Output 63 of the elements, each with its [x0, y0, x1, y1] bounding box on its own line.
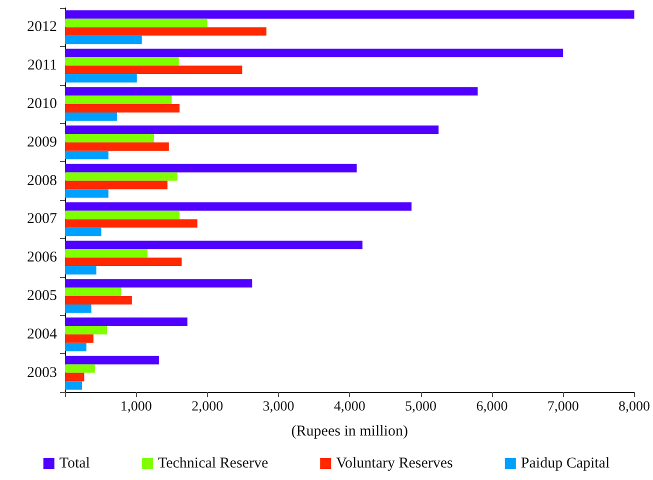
legend-label: Paidup Capital	[520, 456, 610, 472]
y-tick-label: 2008	[27, 172, 57, 189]
y-tick-label: 2012	[27, 19, 57, 36]
x-tick-label: 1,000	[120, 400, 152, 414]
bar	[65, 112, 117, 121]
bar	[65, 381, 82, 390]
bar	[65, 228, 102, 236]
bar	[65, 18, 208, 28]
bar	[65, 189, 108, 198]
x-tick-label: 3,000	[262, 400, 294, 414]
bar	[65, 74, 137, 82]
y-tick-label: 2005	[27, 288, 57, 304]
bar	[65, 364, 95, 373]
x-tick-label: 6,000	[476, 400, 508, 414]
legend-label: Technical Reserve	[158, 456, 268, 472]
bar	[65, 87, 478, 96]
bar	[65, 304, 92, 313]
y-tick-label: 2006	[27, 250, 58, 266]
bar	[65, 266, 96, 274]
bar	[65, 258, 182, 266]
bar	[65, 202, 412, 211]
x-axis-title: (Rupees in million)	[291, 424, 408, 440]
bar	[65, 104, 180, 112]
x-tick-label: 8,000	[618, 400, 650, 414]
bar	[65, 296, 132, 304]
bar	[65, 288, 122, 296]
x-tick-label: 7,000	[547, 400, 579, 414]
bar	[65, 249, 148, 258]
bar	[65, 48, 564, 58]
bar	[65, 279, 252, 288]
bar	[65, 180, 168, 190]
x-tick-label: 5,000	[405, 400, 437, 414]
bar	[65, 27, 266, 36]
bar	[65, 142, 169, 151]
y-tick-label: 2010	[27, 96, 57, 112]
bar	[65, 172, 178, 181]
bar	[65, 10, 634, 19]
bar	[65, 372, 84, 382]
bar	[65, 318, 188, 326]
bar	[65, 240, 362, 250]
bar	[65, 150, 108, 160]
legend-label: Voluntary Reserves	[336, 456, 454, 472]
y-tick-label: 2009	[27, 134, 57, 150]
bar	[65, 66, 242, 74]
bar	[65, 219, 198, 228]
bar	[65, 126, 439, 134]
y-tick-label: 2011	[28, 58, 57, 74]
bar	[65, 134, 154, 142]
bar	[65, 164, 357, 172]
bar	[65, 326, 107, 334]
bar	[65, 96, 172, 104]
x-tick-label: 4,000	[334, 400, 366, 414]
bar	[65, 334, 94, 343]
y-tick-label: 2004	[27, 326, 58, 342]
x-tick-label: 2,000	[192, 400, 224, 414]
y-tick-label: 2007	[27, 211, 58, 228]
bar	[65, 36, 142, 44]
bar	[65, 57, 179, 66]
y-tick-label: 2003	[27, 364, 57, 381]
bar	[65, 356, 159, 364]
bar	[65, 210, 180, 220]
legend-label: Total	[59, 456, 90, 472]
bar	[65, 342, 86, 352]
